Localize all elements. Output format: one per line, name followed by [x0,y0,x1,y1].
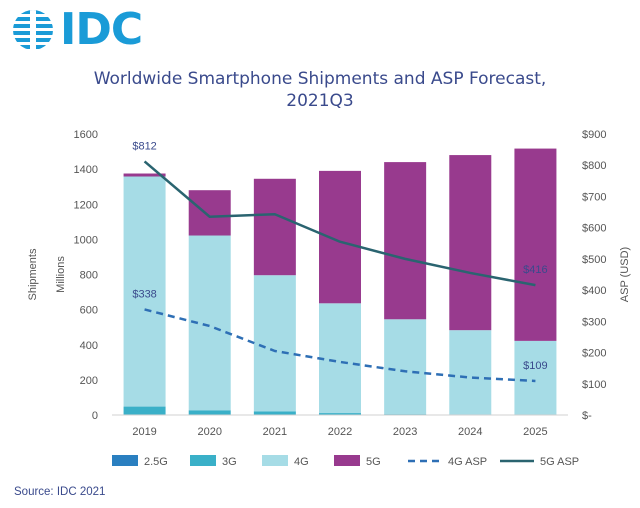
y-right-tick-label: $900 [582,129,606,141]
bar-segment-3g-2022 [319,413,361,415]
bar-segment-5g-2023 [384,162,427,320]
legend-swatch-4g [262,455,288,466]
x-tick-label: 2019 [132,426,156,438]
logo-text: IDC [60,4,143,55]
y-right-tick-label: $800 [582,160,606,172]
y-right-tick-label: $- [582,410,592,422]
y-right-tick-label: $100 [582,379,606,391]
y-left-tick-label: 0 [92,410,98,422]
chart-title-line1: Worldwide Smartphone Shipments and ASP F… [93,69,547,89]
x-tick-label: 2021 [263,426,287,438]
x-tick-label: 2022 [328,426,352,438]
bar-segment-5g-2020 [188,190,231,236]
x-tick-label: 2025 [523,426,547,438]
y-left-tick-label: 1200 [74,199,98,211]
y-left-tick-label: 1000 [74,234,98,246]
chart-title-line2: 2021Q3 [286,91,354,111]
bar-segment-3g-2020 [188,410,231,415]
y-right-tick-label: $200 [582,348,606,360]
y-left-axis-subtitle: Millions [55,256,67,293]
source-note: Source: IDC 2021 [14,486,106,498]
x-tick-label: 2023 [393,426,417,438]
y-left-tick-label: 1600 [74,129,98,141]
bar-segment-4g-2022 [319,303,361,414]
bar-segment-5g-2019 [123,173,166,177]
legend-label: 4G [294,456,309,468]
y-left-axis-title: Shipments [27,248,39,300]
legend-swatch-3g [190,455,216,466]
legend-swatch-5g [334,455,360,466]
y-right-tick-label: $700 [582,191,606,203]
bar-segment-3g-2021 [253,411,296,415]
globe-icon [13,10,53,50]
y-left-tick-label: 800 [80,270,98,282]
line-series-5g-asp [143,160,536,287]
y-left-tick-label: 400 [80,340,98,352]
bar-segment-4g-2025 [514,340,557,415]
y-left-tick-label: 200 [80,375,98,387]
bar-segment-4g-2021 [253,275,296,412]
y-right-axis-title: ASP (USD) [619,247,631,302]
y-right-tick-label: $500 [582,254,606,266]
y-left-tick-label: 1400 [74,164,98,176]
data-label: $416 [523,264,547,276]
legend-label: 4G ASP [448,456,487,468]
bar-segment-3g-2019 [123,406,166,415]
bar-segment-5g-2025 [514,148,557,341]
x-tick-label: 2020 [197,426,221,438]
bar-segment-4g-2024 [449,330,492,415]
x-tick-label: 2024 [458,426,482,438]
data-label: $338 [132,288,156,300]
data-label: $812 [132,140,156,152]
legend-swatch-25g [112,455,138,466]
bar-segment-5g-2021 [253,178,296,276]
legend-label: 3G [222,456,237,468]
y-right-tick-label: $300 [582,316,606,328]
legend-label: 5G [366,456,381,468]
y-right-tick-label: $400 [582,285,606,297]
bar-segment-5g-2022 [319,170,361,304]
legend-label: 5G ASP [540,456,579,468]
y-right-tick-label: $600 [582,223,606,235]
chart-title: Worldwide Smartphone Shipments and ASP F… [0,68,640,112]
bar-segment-4g-2023 [384,319,427,415]
bar-segment-5g-2024 [449,155,492,331]
y-left-tick-label: 600 [80,305,98,317]
idc-logo: IDC [12,4,143,55]
bar-segment-4g-2019 [123,176,166,407]
legend-label: 2.5G [144,456,168,468]
data-label: $109 [523,360,547,372]
